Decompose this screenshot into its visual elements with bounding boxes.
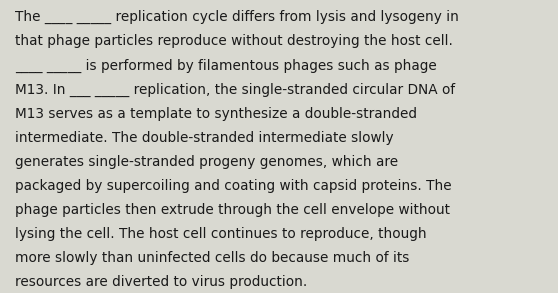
Text: phage particles then extrude through the cell envelope without: phage particles then extrude through the… [15, 203, 450, 217]
Text: M13. In ___ _____ replication, the single-stranded circular DNA of: M13. In ___ _____ replication, the singl… [15, 83, 455, 97]
Text: that phage particles reproduce without destroying the host cell.: that phage particles reproduce without d… [15, 34, 453, 48]
Text: generates single-stranded progeny genomes, which are: generates single-stranded progeny genome… [15, 155, 398, 169]
Text: intermediate. The double-stranded intermediate slowly: intermediate. The double-stranded interm… [15, 131, 394, 145]
Text: packaged by supercoiling and coating with capsid proteins. The: packaged by supercoiling and coating wit… [15, 179, 451, 193]
Text: more slowly than uninfected cells do because much of its: more slowly than uninfected cells do bec… [15, 251, 410, 265]
Text: The ____ _____ replication cycle differs from lysis and lysogeny in: The ____ _____ replication cycle differs… [15, 10, 459, 24]
Text: resources are diverted to virus production.: resources are diverted to virus producti… [15, 275, 307, 289]
Text: M13 serves as a template to synthesize a double-stranded: M13 serves as a template to synthesize a… [15, 107, 417, 120]
Text: lysing the cell. The host cell continues to reproduce, though: lysing the cell. The host cell continues… [15, 227, 427, 241]
Text: ____ _____ is performed by filamentous phages such as phage: ____ _____ is performed by filamentous p… [15, 58, 437, 73]
